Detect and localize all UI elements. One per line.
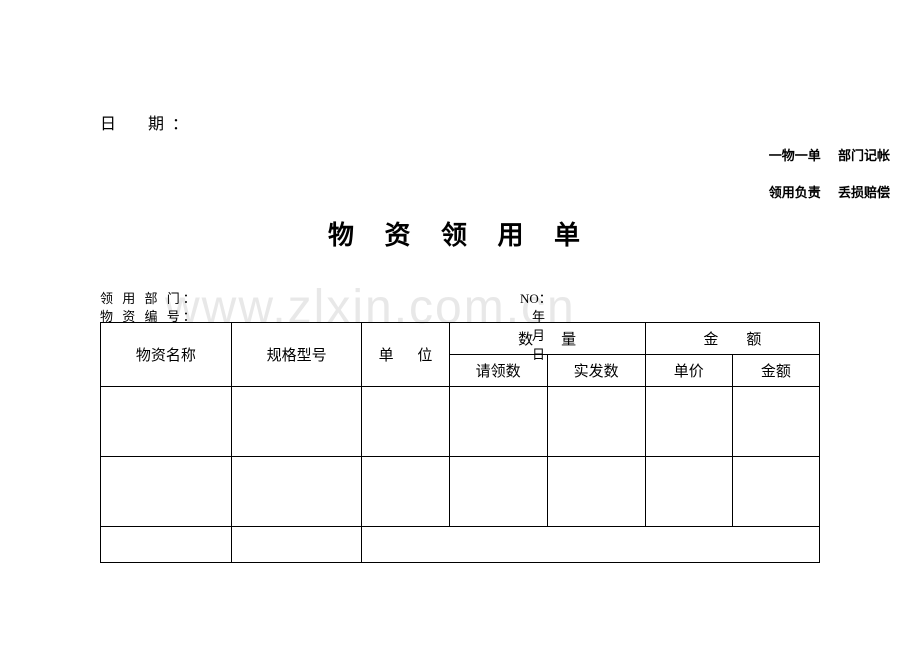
note-line-2: 领用负责 丢损赔偿: [769, 182, 890, 201]
table-footer-row: [101, 527, 820, 563]
cell-price: [645, 387, 732, 457]
cell-price: [645, 457, 732, 527]
meta-row-1: 领 用 部 门： NO：: [100, 288, 199, 307]
cell-unit: [362, 387, 449, 457]
header-name: 物资名称: [101, 323, 232, 387]
table-row: [101, 387, 820, 457]
header-qty-req: 请领数: [449, 355, 547, 387]
footer-cell: [101, 527, 232, 563]
header-quantity-group: 数量: [449, 323, 645, 355]
form-title: 物 资 领 用 单: [0, 215, 920, 252]
header-spec: 规格型号: [231, 323, 362, 387]
header-qty-act: 实发数: [547, 355, 645, 387]
table-row: [101, 457, 820, 527]
header-unit: 单 位: [362, 323, 449, 387]
cell-qty-req: [449, 387, 547, 457]
note-2-part-1: 领用负责: [769, 185, 821, 200]
dept-label: 领 用 部 门：: [100, 291, 199, 306]
cell-qty-act: [547, 387, 645, 457]
cell-qty-act: [547, 457, 645, 527]
note-1-part-2: 部门记帐: [838, 148, 890, 163]
table-header-row-1: 物资名称 规格型号 单 位 数量 金额: [101, 323, 820, 355]
cell-spec: [231, 457, 362, 527]
top-right-notes: 一物一单 部门记帐 领用负责 丢损赔偿: [769, 145, 890, 219]
cell-qty-req: [449, 457, 547, 527]
cell-name: [101, 387, 232, 457]
no-label: NO：: [520, 288, 552, 307]
cell-name: [101, 457, 232, 527]
note-2-part-2: 丢损赔偿: [838, 185, 890, 200]
cell-unit: [362, 457, 449, 527]
note-1-part-1: 一物一单: [769, 148, 821, 163]
footer-cell: [231, 527, 362, 563]
cell-spec: [231, 387, 362, 457]
footer-cell-merged: [362, 527, 820, 563]
requisition-table: 物资名称 规格型号 单 位 数量 金额 请领数 实发数 单价 金额: [100, 322, 820, 563]
header-amount: 金额: [732, 355, 819, 387]
cell-amount: [732, 387, 819, 457]
date-label: 日 期：: [100, 110, 196, 134]
header-amount-group: 金额: [645, 323, 819, 355]
header-unit-price: 单价: [645, 355, 732, 387]
note-line-1: 一物一单 部门记帐: [769, 145, 890, 164]
cell-amount: [732, 457, 819, 527]
